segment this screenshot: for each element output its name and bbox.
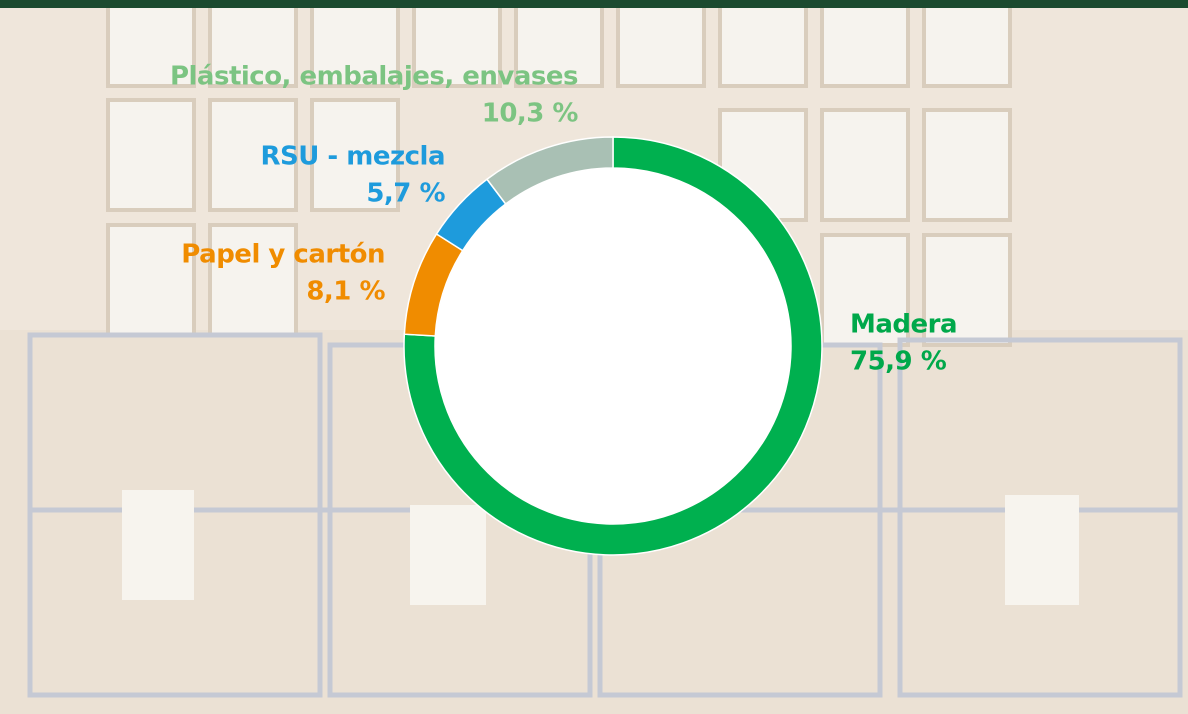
value-label: 75,9 % — [850, 347, 947, 377]
chart: Madera 75,9 % Papel y cartón 8,1 % RSU - mez… — [0, 0, 1188, 714]
segment-label: Madera — [850, 310, 957, 340]
segment-label: Plástico, embalajes, envases — [170, 62, 578, 92]
donut-hole — [436, 169, 791, 524]
segment-label: Papel y cartón — [181, 240, 385, 270]
segment-label: RSU - mezcla — [261, 142, 445, 172]
page: Madera 75,9 % Papel y cartón 8,1 % RSU - mez… — [0, 0, 1188, 714]
value-label: 5,7 % — [366, 179, 445, 209]
value-label: 10,3 % — [482, 99, 579, 129]
value-label: 8,1 % — [306, 277, 385, 307]
